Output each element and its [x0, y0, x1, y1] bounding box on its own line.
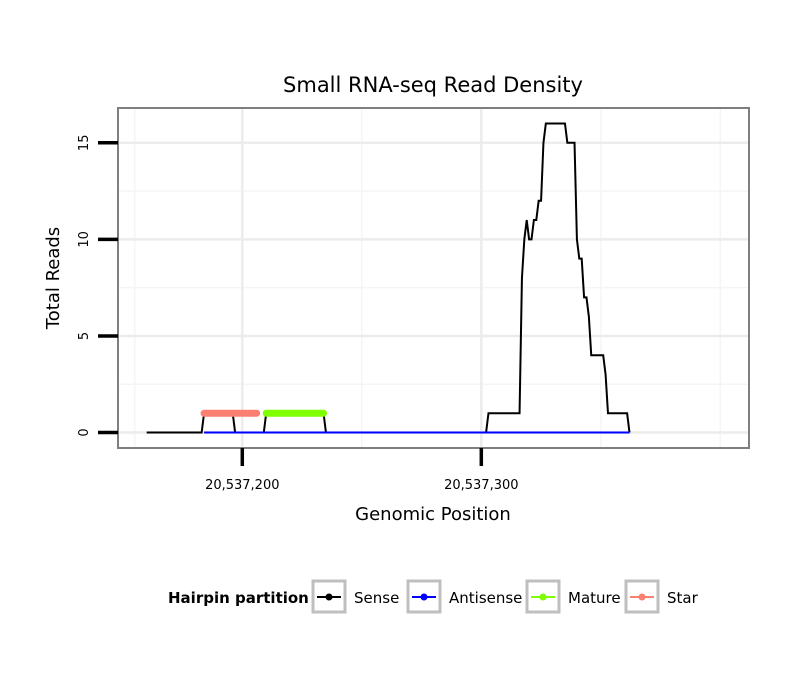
chart-title: Small RNA-seq Read Density [283, 73, 583, 97]
legend-item-mature: Mature [525, 579, 621, 614]
y-tick-label-3: 15 [77, 135, 92, 152]
legend-item-sense: Sense [311, 579, 399, 614]
y-tick-label-2: 10 [77, 231, 92, 248]
x-axis-title: Genomic Position [355, 504, 511, 525]
y-axis-title: Total Reads [43, 227, 64, 330]
plot-panel [118, 108, 749, 448]
series-layer [146, 122, 631, 434]
plot-border [117, 107, 750, 449]
legend-label-mature: Mature [568, 589, 621, 607]
y-tick-label-0: 0 [77, 428, 92, 436]
legend-key-dot-antisense [420, 593, 428, 601]
y-axis: 0 5 10 15 [77, 135, 118, 437]
legend-label-antisense: Antisense [449, 589, 522, 607]
legend-title: Hairpin partition [168, 589, 309, 607]
x-tick-label-1: 20,537,300 [444, 478, 518, 493]
legend-item-star: Star [624, 579, 699, 614]
y-tick-label-1: 5 [77, 332, 92, 340]
legend-label-sense: Sense [354, 589, 399, 607]
legend-key-dot-mature [539, 593, 547, 601]
x-tick-label-0: 20,537,200 [205, 478, 279, 493]
x-axis: 20,537,200 20,537,300 [205, 448, 519, 493]
legend: Hairpin partition Sense Antisense Mature… [168, 579, 699, 614]
grid-lines [118, 108, 749, 448]
legend-key-dot-sense [325, 593, 333, 601]
legend-label-star: Star [667, 589, 699, 607]
legend-key-dot-star [638, 593, 646, 601]
legend-item-antisense: Antisense [406, 579, 522, 614]
